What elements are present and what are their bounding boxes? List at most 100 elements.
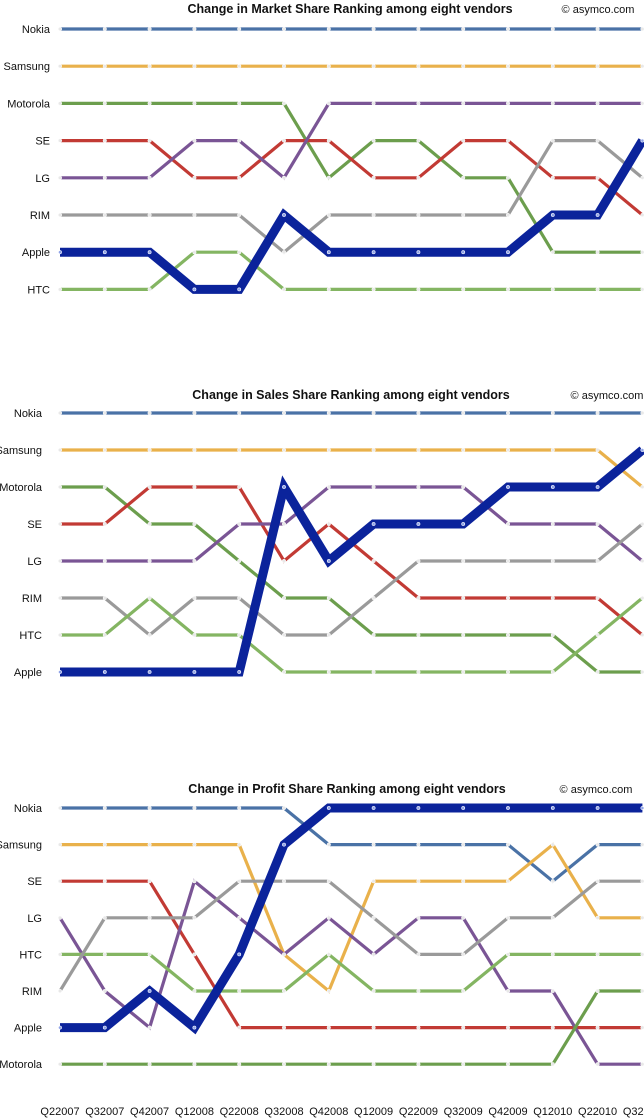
data-point	[102, 879, 107, 884]
data-point	[58, 670, 62, 674]
data-point	[640, 287, 644, 292]
series-line	[60, 101, 643, 181]
x-tick-label: Q32007	[85, 1106, 124, 1118]
row-label: SE	[35, 136, 50, 148]
data-point	[371, 988, 376, 994]
data-point	[461, 988, 466, 994]
data-point	[102, 410, 107, 416]
data-point	[237, 879, 242, 884]
data-point	[595, 669, 600, 675]
data-point	[147, 632, 152, 638]
data-point	[461, 410, 466, 416]
data-point	[416, 522, 421, 526]
row-label: HTC	[19, 630, 42, 642]
series-line	[60, 139, 644, 217]
data-point	[595, 1025, 600, 1030]
data-point	[282, 213, 286, 217]
data-point	[640, 448, 644, 452]
data-point	[550, 521, 555, 527]
data-point	[505, 447, 511, 453]
data-point	[57, 842, 63, 847]
data-point	[147, 250, 152, 255]
data-point	[326, 879, 331, 884]
data-point	[461, 558, 466, 564]
series-line	[60, 879, 643, 1030]
data-point	[550, 632, 555, 638]
data-point	[416, 988, 421, 994]
data-point	[595, 952, 600, 957]
data-point	[506, 485, 510, 489]
data-point	[102, 447, 107, 453]
data-point	[102, 521, 107, 527]
data-point	[281, 410, 287, 416]
data-point	[550, 879, 555, 884]
data-point	[506, 806, 510, 810]
data-point	[237, 670, 242, 674]
data-point	[326, 447, 331, 453]
data-point	[147, 952, 152, 957]
row-label: Nokia	[14, 408, 43, 420]
data-point	[147, 447, 152, 453]
data-point	[550, 595, 555, 601]
data-point	[192, 521, 197, 527]
data-point	[505, 632, 511, 638]
series-apple	[58, 138, 644, 294]
data-point	[147, 595, 152, 601]
data-point	[102, 64, 107, 69]
data-point	[57, 138, 63, 143]
data-point	[237, 175, 242, 180]
data-point	[505, 842, 511, 847]
data-point	[147, 101, 152, 106]
data-point	[326, 559, 331, 563]
data-point	[326, 175, 331, 180]
series-line	[58, 878, 643, 1066]
data-point	[505, 952, 511, 957]
data-point	[57, 595, 63, 601]
series-htc	[57, 250, 644, 292]
x-tick-label: Q42009	[488, 1106, 527, 1118]
row-label: Apple	[14, 1023, 42, 1035]
data-point	[461, 842, 466, 847]
series-line	[60, 485, 644, 563]
data-point	[640, 250, 644, 255]
data-point	[281, 1062, 287, 1067]
data-point	[640, 558, 644, 564]
data-point	[550, 138, 555, 143]
data-point	[595, 175, 600, 180]
data-point	[595, 632, 600, 638]
data-point	[505, 26, 511, 32]
data-point	[550, 250, 555, 255]
data-point	[595, 250, 600, 255]
data-point	[506, 250, 510, 255]
data-point	[102, 632, 107, 638]
data-point	[237, 250, 242, 255]
data-point	[237, 1025, 242, 1030]
data-point	[192, 250, 197, 255]
data-point	[281, 521, 287, 527]
data-point	[640, 484, 644, 490]
data-point	[371, 669, 376, 675]
x-tick-label: Q12008	[175, 1106, 214, 1118]
data-point	[416, 212, 421, 218]
data-point	[461, 632, 466, 638]
data-point	[326, 632, 331, 638]
data-point	[237, 64, 242, 69]
data-point	[57, 64, 63, 69]
data-point	[550, 64, 555, 69]
row-label: Samsung	[4, 61, 50, 73]
data-point	[550, 287, 555, 292]
data-point	[505, 669, 511, 675]
data-point	[640, 521, 644, 527]
data-point	[102, 175, 107, 180]
row-label: Motorola	[0, 482, 43, 494]
data-point	[192, 632, 197, 638]
data-point	[326, 26, 331, 32]
data-point	[461, 595, 466, 601]
row-label: HTC	[19, 949, 42, 961]
series-motorola	[57, 484, 644, 675]
data-point	[640, 842, 644, 847]
data-point	[102, 26, 107, 32]
data-point	[416, 558, 421, 564]
row-label: LG	[35, 173, 50, 185]
data-point	[550, 915, 555, 920]
